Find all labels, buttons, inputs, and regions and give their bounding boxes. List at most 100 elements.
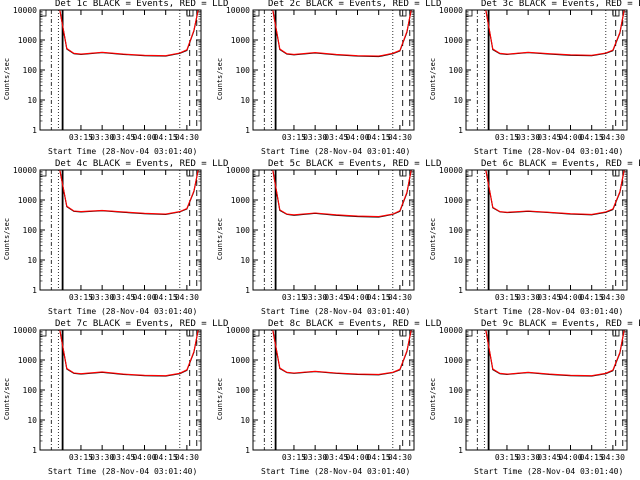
x-tick-label: 03:15 bbox=[69, 453, 93, 462]
series-line bbox=[272, 169, 412, 218]
x-tick-label: 03:45 bbox=[324, 293, 348, 302]
y-tick-label: 100 bbox=[236, 386, 251, 395]
x-tick-label: 03:45 bbox=[324, 133, 348, 142]
y-tick-label: 1 bbox=[458, 286, 463, 295]
y-tick-label: 1000 bbox=[444, 356, 463, 365]
y-tick-label: 10000 bbox=[226, 6, 250, 15]
y-tick-label: 1 bbox=[458, 126, 463, 135]
x-tick-label: 04:15 bbox=[154, 133, 178, 142]
x-axis-label: Start Time (28-Nov-04 03:01:40) bbox=[474, 147, 624, 156]
series-line bbox=[485, 329, 625, 377]
plot-frame bbox=[39, 329, 202, 451]
plot-frame bbox=[465, 329, 628, 451]
x-tick-label: 04:30 bbox=[601, 453, 625, 462]
y-tick-label: 10 bbox=[453, 96, 463, 105]
series-line bbox=[59, 329, 199, 377]
x-tick-label: 04:00 bbox=[558, 133, 582, 142]
plot-svg: 1 10 100 1000 10000 03:1503:3003:4504:0004:15… bbox=[226, 326, 415, 462]
x-tick-label: 03:45 bbox=[111, 133, 135, 142]
y-tick-label: 1000 bbox=[231, 196, 250, 205]
x-tick-label: 04:00 bbox=[132, 293, 156, 302]
x-tick-label: 04:00 bbox=[345, 453, 369, 462]
y-tick-label: 1000 bbox=[18, 36, 37, 45]
x-tick-label: 04:15 bbox=[154, 453, 178, 462]
x-tick-label: 03:30 bbox=[516, 453, 540, 462]
x-tick-label: 04:15 bbox=[580, 293, 604, 302]
y-tick-label: 10 bbox=[27, 256, 37, 265]
x-tick-label: 04:00 bbox=[132, 133, 156, 142]
x-tick-label: 03:45 bbox=[537, 453, 561, 462]
panel-title: Det 5c BLACK = Events, RED = LLD bbox=[268, 159, 442, 169]
x-axis-label: Start Time (28-Nov-04 03:01:40) bbox=[261, 147, 411, 156]
x-tick-label: 03:30 bbox=[516, 293, 540, 302]
y-axis-label: Counts/sec bbox=[3, 57, 12, 101]
panel-title: Det 1c BLACK = Events, RED = LLD bbox=[55, 0, 229, 9]
y-tick-label: 10 bbox=[240, 256, 250, 265]
panel-title: Det 3c BLACK = Events, RED = LLD bbox=[481, 0, 640, 9]
x-tick-label: 04:30 bbox=[175, 293, 199, 302]
x-tick-label: 03:15 bbox=[495, 133, 519, 142]
y-tick-label: 100 bbox=[449, 386, 464, 395]
plot-frame bbox=[39, 9, 202, 131]
series-line bbox=[59, 9, 199, 57]
x-tick-label: 03:45 bbox=[111, 453, 135, 462]
series-line bbox=[59, 169, 199, 215]
detector-panel: 1 10 100 1000 10000 03:15 03:30 03:45 04:00 04:15… bbox=[213, 319, 441, 480]
y-tick-label: 1 bbox=[245, 446, 250, 455]
y-axis-label: Counts/sec bbox=[216, 377, 225, 421]
x-tick-label: 04:15 bbox=[367, 293, 391, 302]
y-tick-label: 10 bbox=[453, 256, 463, 265]
y-axis-label: Counts/sec bbox=[429, 377, 438, 421]
detector-panel: 1 10 100 1000 10000 03:15 03:30 03:45 04:00 04:15… bbox=[213, 159, 441, 320]
detector-panel: 1 10 100 1000 10000 03:15 03:30 03:45 04:00 04:15… bbox=[426, 159, 640, 320]
panel-title: Det 9c BLACK = Events, RED = LLD bbox=[481, 319, 640, 329]
plot-svg: 1 10 100 1000 10000 03:1503:3003:4504:0004:15… bbox=[439, 6, 628, 142]
panel-title: Det 2c BLACK = Events, RED = LLD bbox=[268, 0, 442, 9]
series-line bbox=[272, 329, 412, 375]
y-tick-label: 100 bbox=[449, 66, 464, 75]
y-tick-label: 10 bbox=[27, 96, 37, 105]
y-tick-label: 1000 bbox=[18, 196, 37, 205]
detector-panel: 1 10 100 1000 10000 03:15 03:30 03:45 04:00 04:15… bbox=[0, 319, 228, 480]
x-tick-label: 03:45 bbox=[111, 293, 135, 302]
series-line bbox=[272, 9, 412, 57]
x-tick-label: 04:15 bbox=[580, 453, 604, 462]
plot-svg: 1 10 100 1000 10000 03:1503:3003:4504:0004:15… bbox=[13, 326, 202, 462]
y-tick-label: 10000 bbox=[226, 326, 250, 335]
x-axis-label: Start Time (28-Nov-04 03:01:40) bbox=[48, 147, 198, 156]
x-tick-label: 04:30 bbox=[388, 453, 412, 462]
panel-title: Det 4c BLACK = Events, RED = LLD bbox=[55, 159, 229, 169]
y-tick-label: 1000 bbox=[444, 36, 463, 45]
x-tick-label: 04:00 bbox=[345, 133, 369, 142]
plot-frame bbox=[252, 169, 415, 291]
x-tick-label: 04:00 bbox=[345, 293, 369, 302]
series-line bbox=[485, 9, 625, 57]
y-tick-label: 1000 bbox=[231, 356, 250, 365]
series-line bbox=[59, 9, 199, 57]
y-tick-label: 1 bbox=[32, 126, 37, 135]
y-axis-label: Counts/sec bbox=[3, 217, 12, 261]
x-tick-label: 04:00 bbox=[558, 453, 582, 462]
x-tick-label: 04:00 bbox=[558, 293, 582, 302]
plot-frame bbox=[465, 169, 628, 291]
y-tick-label: 1000 bbox=[231, 36, 250, 45]
y-tick-label: 1000 bbox=[18, 356, 37, 365]
y-axis-label: Counts/sec bbox=[429, 217, 438, 261]
x-axis-label: Start Time (28-Nov-04 03:01:40) bbox=[48, 467, 198, 476]
y-tick-label: 10000 bbox=[226, 166, 250, 175]
y-tick-label: 100 bbox=[23, 66, 38, 75]
plot-svg: 1 10 100 1000 10000 03:1503:3003:4504:0004:15… bbox=[13, 6, 202, 142]
y-tick-label: 1 bbox=[245, 126, 250, 135]
y-tick-label: 10000 bbox=[13, 326, 37, 335]
x-tick-label: 03:15 bbox=[495, 453, 519, 462]
plot-svg: 1 10 100 1000 10000 03:1503:3003:4504:0004:15… bbox=[439, 166, 628, 302]
y-tick-label: 1 bbox=[32, 286, 37, 295]
series-line bbox=[272, 169, 412, 218]
plot-frame bbox=[465, 9, 628, 131]
x-axis-label: Start Time (28-Nov-04 03:01:40) bbox=[48, 307, 198, 316]
y-tick-label: 10 bbox=[27, 416, 37, 425]
panel-title: Det 7c BLACK = Events, RED = LLD bbox=[55, 319, 229, 329]
y-tick-label: 10 bbox=[240, 416, 250, 425]
x-tick-label: 03:45 bbox=[537, 133, 561, 142]
